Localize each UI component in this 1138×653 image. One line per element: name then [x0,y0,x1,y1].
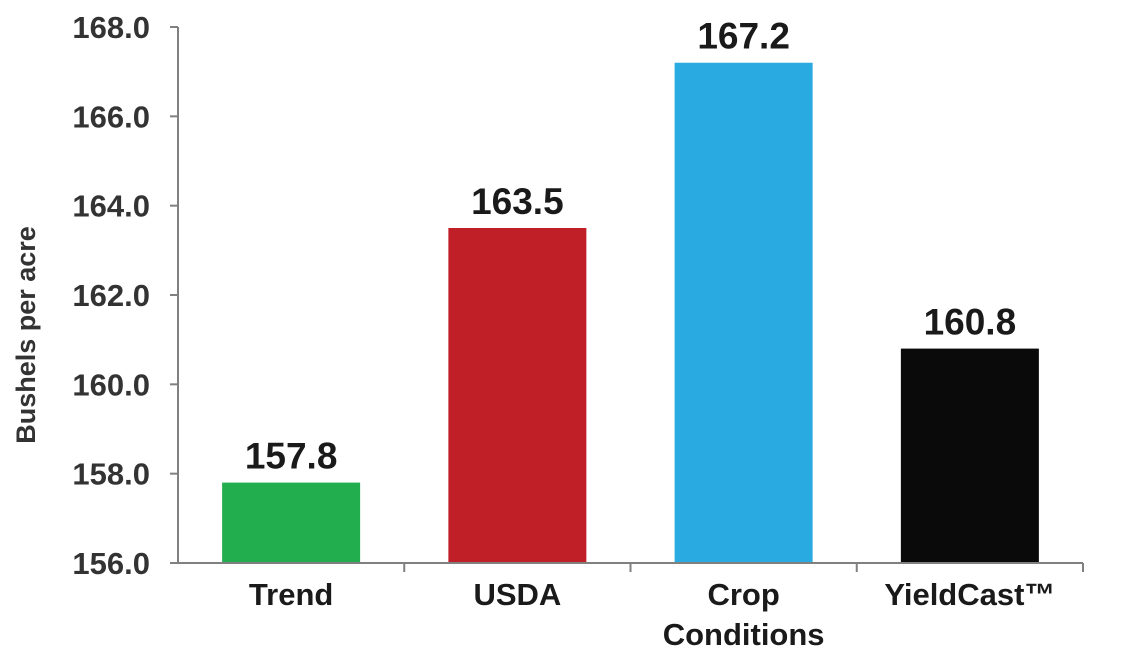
y-tick-label: 156.0 [72,546,150,581]
y-tick-label: 164.0 [72,189,150,224]
y-tick-label: 168.0 [72,10,150,45]
category-label-line: Conditions [663,617,825,652]
data-labels: 157.8 163.5 167.2 160.8 [245,16,1016,477]
y-axis-title: Bushels per acre [11,226,41,444]
y-axis-ticks: 156.0 158.0 160.0 162.0 164.0 166.0 168.0 [72,10,178,581]
category-label-line: YieldCast™ [884,577,1055,612]
bar [222,482,361,563]
data-label: 157.8 [245,436,338,477]
bar [900,348,1039,563]
x-axis-ticks [403,563,1084,572]
category-label: Crop Conditions [663,577,825,652]
bar [674,62,813,563]
y-tick-label: 158.0 [72,457,150,492]
category-label-line: Trend [249,577,333,612]
data-label: 167.2 [697,16,790,57]
bars [222,62,1039,563]
category-label: YieldCast™ [884,577,1055,612]
data-label: 160.8 [924,302,1017,343]
category-label: USDA [473,577,561,612]
category-label-line: Crop [707,577,779,612]
y-tick-label: 160.0 [72,367,150,402]
data-label: 163.5 [471,181,564,222]
category-label: Trend [249,577,333,612]
bar [448,228,587,563]
y-tick-label: 166.0 [72,99,150,134]
category-label-line: USDA [473,577,561,612]
category-labels: Trend USDA Crop Conditions YieldCast™ [249,577,1056,652]
y-tick-label: 162.0 [72,278,150,313]
